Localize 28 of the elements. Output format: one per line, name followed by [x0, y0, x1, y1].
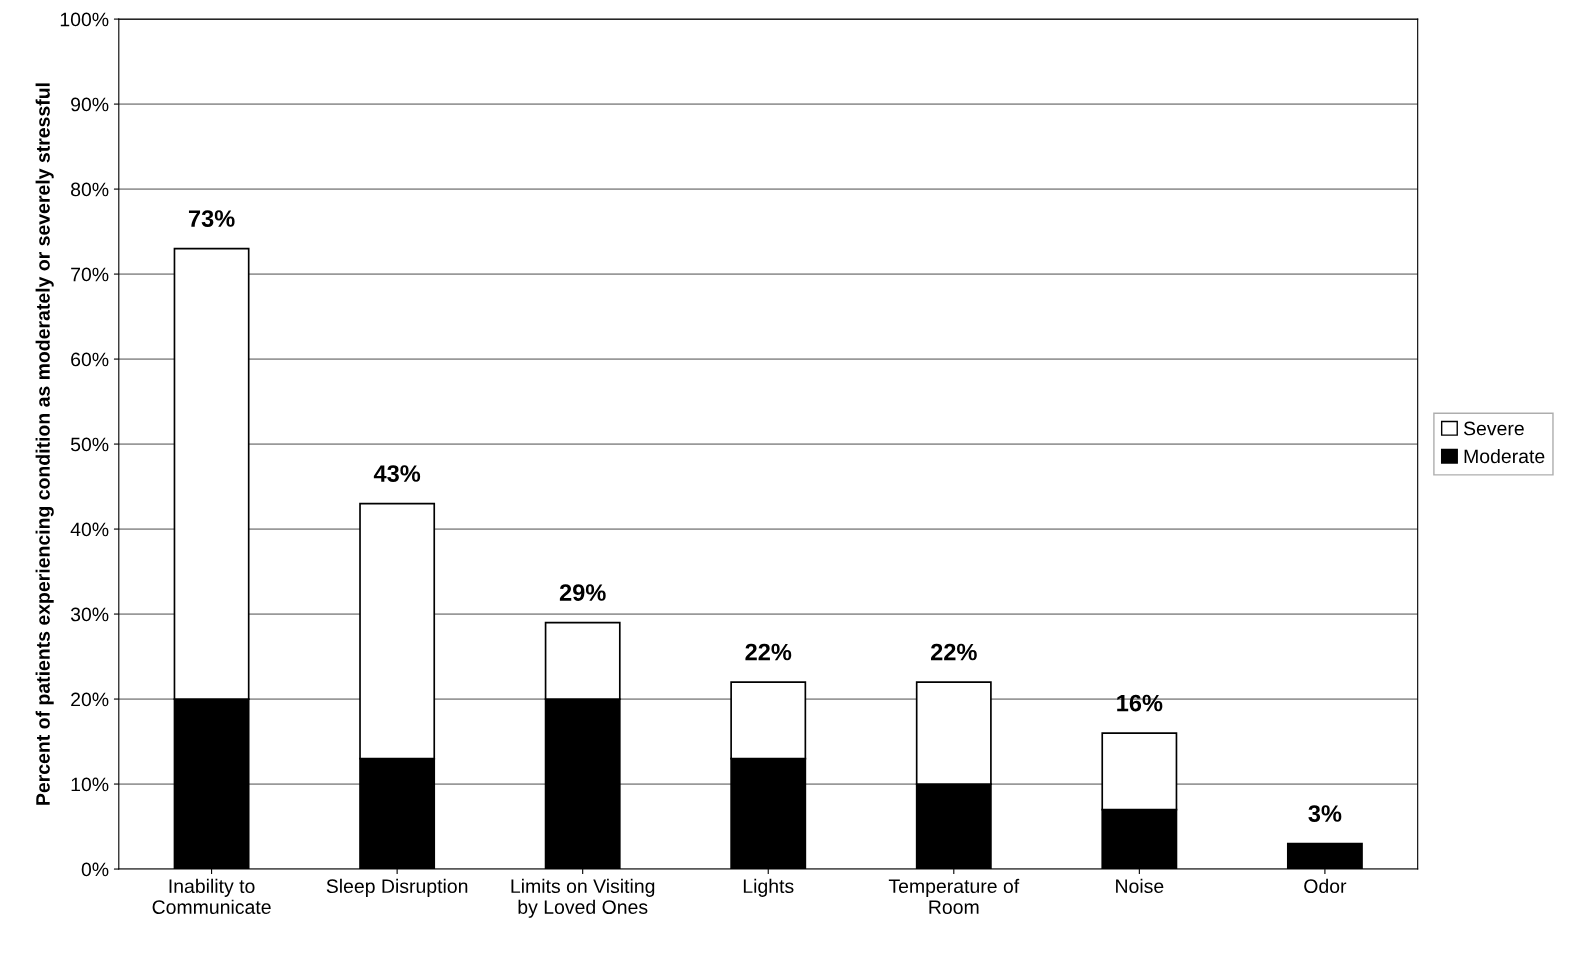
x-tick-label: Temperature of Room	[888, 878, 1020, 914]
y-tick-label: 40%	[70, 522, 109, 537]
x-tick-label: Noise	[1116, 878, 1164, 894]
legend-label: Moderate	[1464, 448, 1545, 464]
total-label: 29%	[559, 584, 606, 601]
y-tick-label: 60%	[71, 352, 109, 367]
y-tick-label: 0%	[81, 862, 109, 877]
legend-label: Severe	[1463, 421, 1524, 436]
x-tick-label: Inability to Communicate	[152, 878, 271, 914]
x-tick-label: Odor	[1304, 878, 1347, 894]
total-label: 43%	[373, 465, 421, 482]
total-label: 22%	[745, 643, 792, 661]
y-axis-title: Percent of patients experiencing condition as moderately or severely stressful	[35, 83, 54, 805]
total-label: 73%	[188, 210, 235, 227]
y-tick-label: 30%	[70, 607, 109, 622]
y-tick-label: 90%	[71, 97, 109, 112]
total-label: 22%	[930, 643, 977, 661]
x-tick-label: Sleep Disruption	[326, 878, 468, 897]
total-label: 3%	[1308, 805, 1342, 822]
x-tick-label: Lights	[743, 878, 794, 897]
y-tick-label: 10%	[71, 777, 109, 792]
x-tick-label: Limits on Visiting by Loved Ones	[511, 878, 655, 918]
y-tick-label: 70%	[71, 267, 109, 282]
total-label: 16%	[1117, 694, 1163, 712]
y-tick-label: 80%	[71, 182, 109, 197]
y-tick-label: 100%	[60, 12, 109, 27]
y-tick-label: 20%	[71, 692, 109, 707]
y-tick-label: 50%	[70, 437, 109, 452]
